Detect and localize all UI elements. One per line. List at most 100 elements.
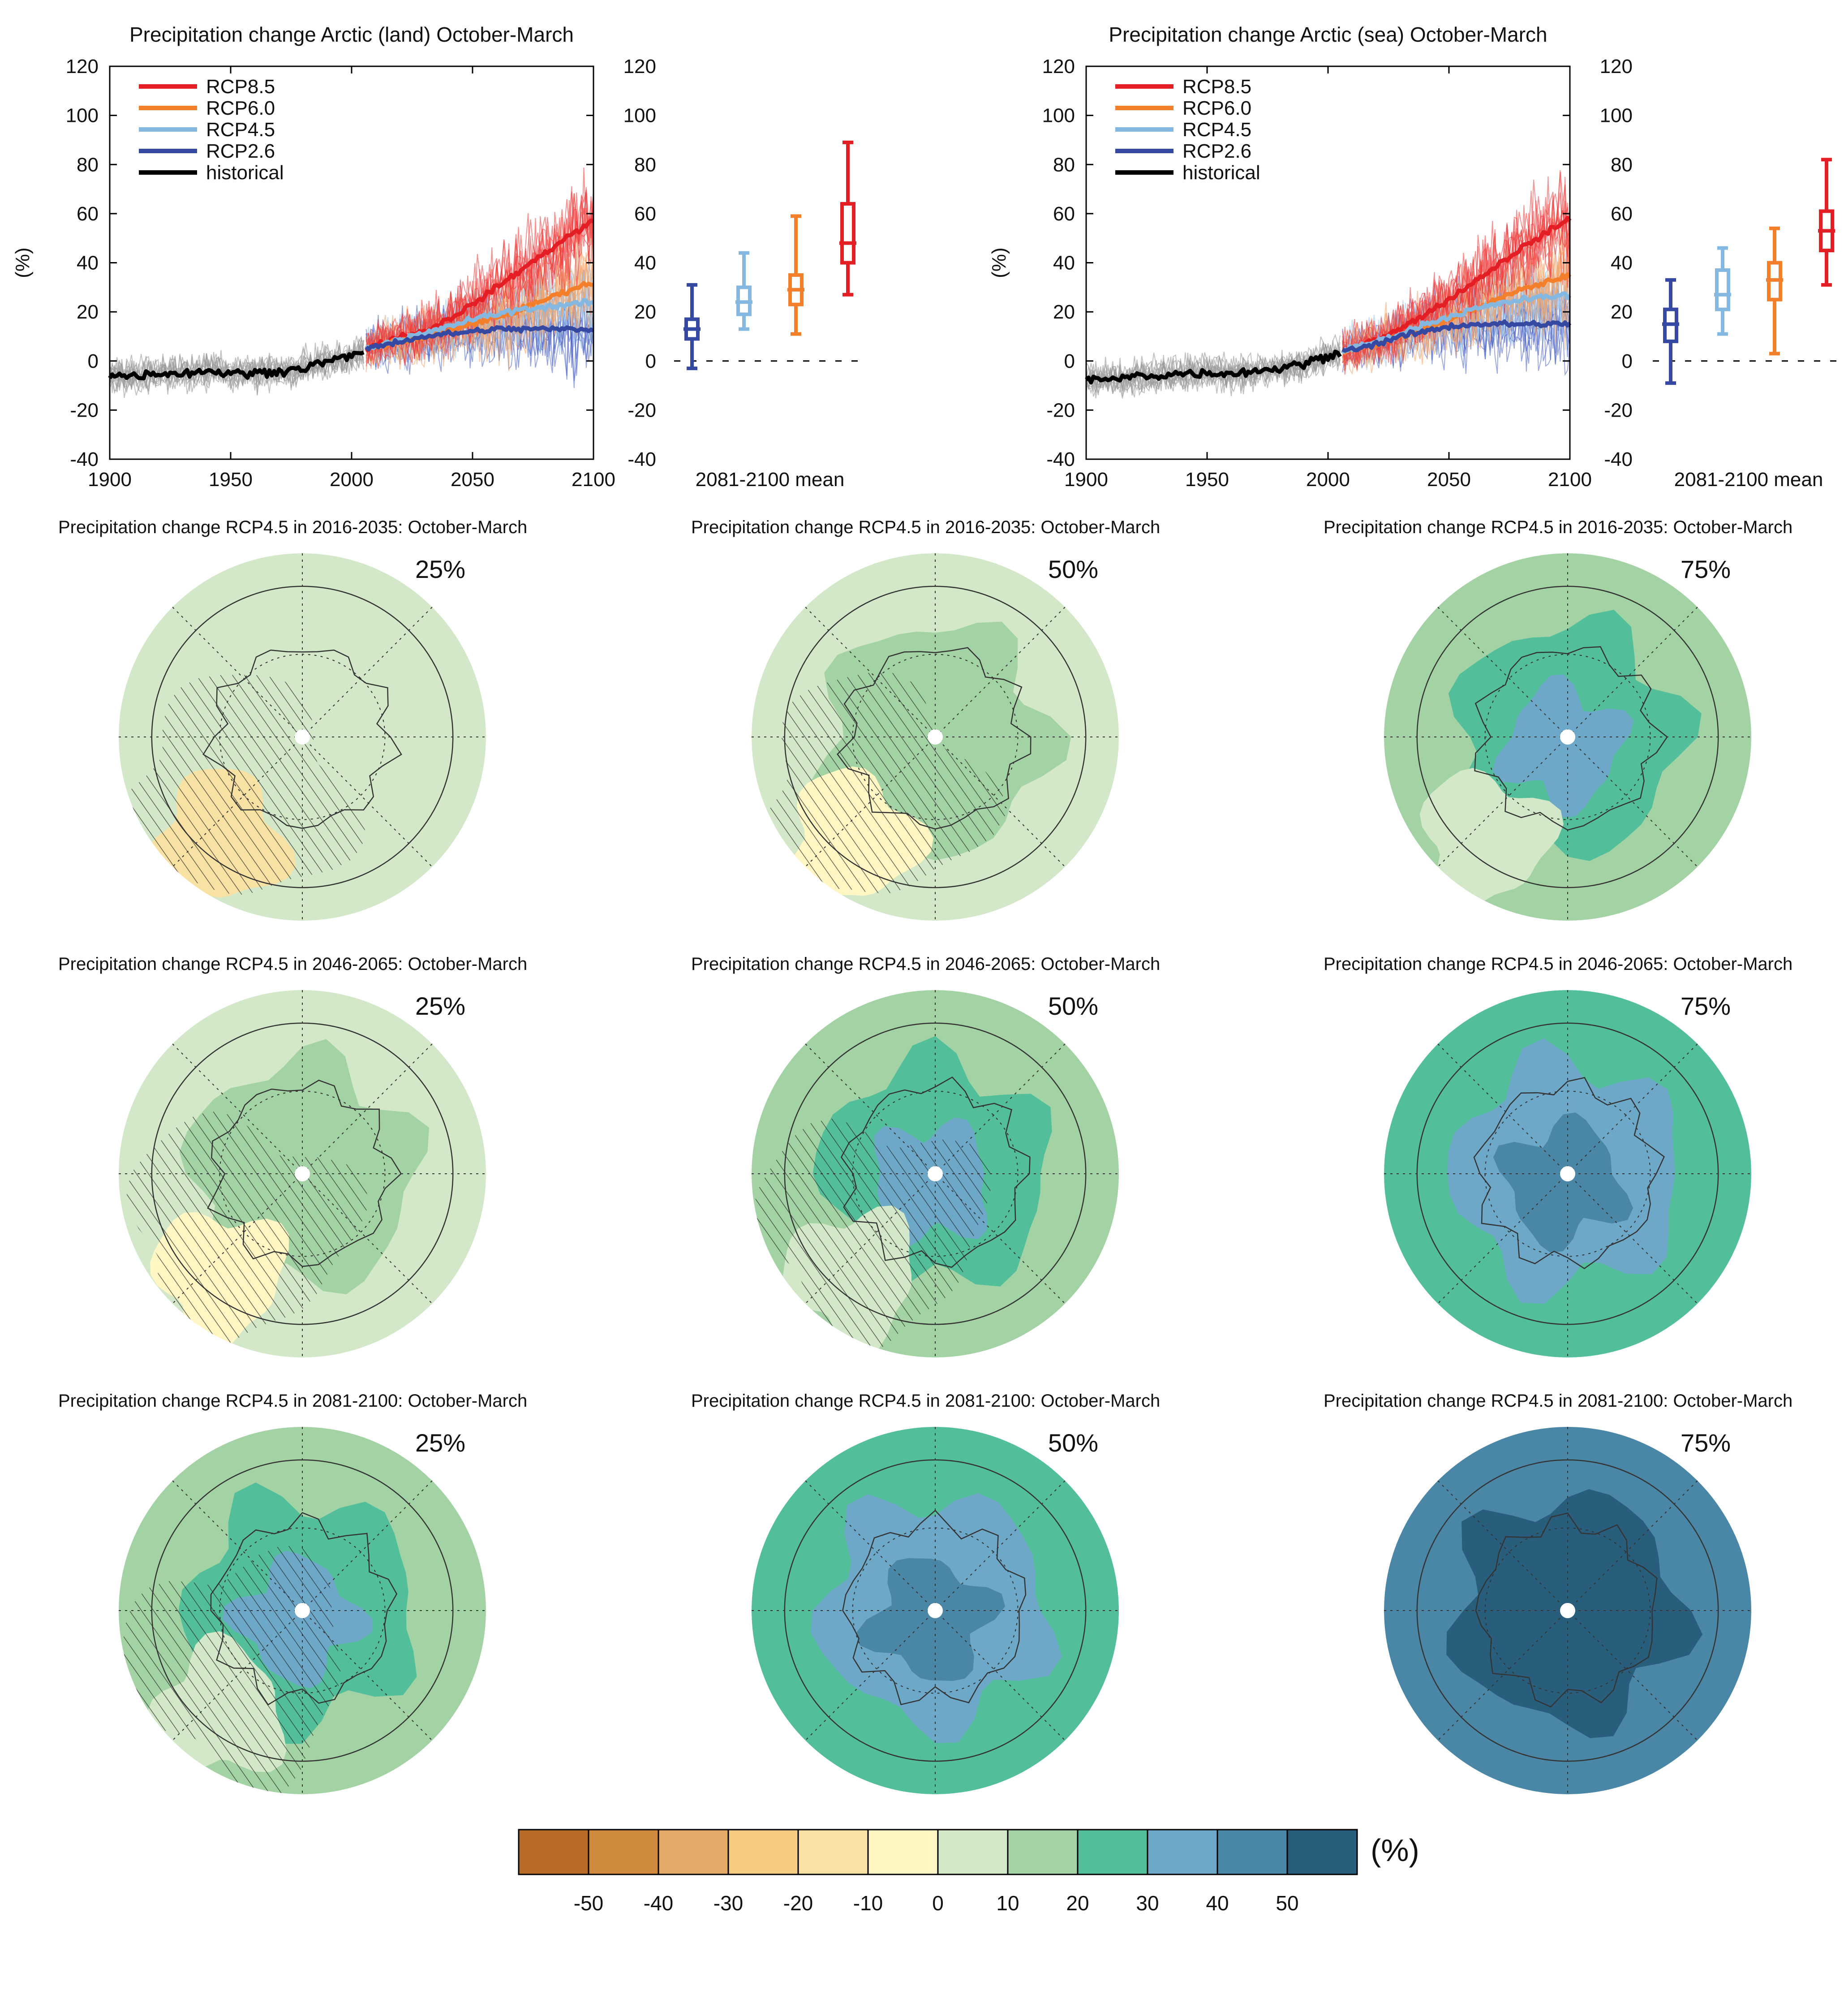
percentile-label: 50% — [1048, 555, 1098, 583]
percentile-label: 25% — [415, 992, 465, 1020]
colorbar-tick-label: -20 — [783, 1891, 813, 1915]
y-tick-label-right: 0 — [645, 350, 656, 372]
rcp45-mean-line — [1341, 291, 1572, 355]
timeseries-panel-2: Precipitation change Arctic (sea) Octobe… — [988, 23, 1844, 491]
colorbar-tick-label: 20 — [1066, 1891, 1089, 1915]
box-rcp85 — [1818, 158, 1835, 287]
y-tick-label-right: 40 — [634, 252, 656, 274]
map-contour-core — [1497, 1559, 1629, 1680]
box-iqr — [1715, 268, 1730, 311]
map-coastline — [210, 1512, 398, 1706]
map-title: Precipitation change RCP4.5 in 2081-2100… — [1324, 1391, 1792, 1411]
y-tick-label-right: 20 — [634, 301, 656, 323]
x-tick-label: 2100 — [1548, 469, 1592, 491]
map-title: Precipitation change RCP4.5 in 2046-2065… — [691, 954, 1160, 974]
map-title: Precipitation change RCP4.5 in 2081-2100… — [691, 1391, 1160, 1411]
colorbar-cell — [797, 1829, 869, 1875]
colorbar-cell — [588, 1829, 659, 1875]
rcp85-member-line — [365, 192, 594, 357]
rcp26-mean-line — [365, 325, 594, 352]
colorbar-tick-label: 40 — [1206, 1891, 1229, 1915]
colorbar-tick-label: 10 — [996, 1891, 1019, 1915]
colorbar-tick-label: -50 — [574, 1891, 603, 1915]
colorbar-cell — [1007, 1829, 1079, 1875]
x-tick-label: 1950 — [1185, 469, 1229, 491]
colorbar-tick-label: 50 — [1276, 1891, 1298, 1915]
map-pole-marker — [1560, 1166, 1575, 1181]
y-tick-label-right: 0 — [1622, 350, 1633, 372]
panel-title: Precipitation change Arctic (land) Octob… — [129, 23, 574, 46]
box-iqr — [840, 202, 855, 265]
y-tick-label-right: 40 — [1611, 252, 1633, 274]
percentile-label: 50% — [1048, 1429, 1098, 1457]
percentile-label: 75% — [1681, 1429, 1731, 1457]
historical-mean-line — [108, 350, 365, 380]
map-contour-core — [856, 1558, 1006, 1681]
y-tick-label-right: 120 — [1600, 56, 1633, 78]
map-title: Precipitation change RCP4.5 in 2016-2035… — [1324, 517, 1792, 537]
map-panel-7: Precipitation change RCP4.5 in 2081-2100… — [58, 1391, 527, 1794]
legend-label: RCP2.6 — [1182, 140, 1251, 162]
y-tick-label: -20 — [70, 399, 99, 421]
map-contour-low — [1419, 768, 1564, 912]
y-tick-label-right: 120 — [623, 56, 656, 78]
y-tick-label: 40 — [77, 252, 99, 274]
y-tick-label: 120 — [1042, 56, 1075, 78]
legend-label: RCP6.0 — [206, 97, 275, 119]
percentile-label: 75% — [1681, 992, 1731, 1020]
box-rcp45 — [1714, 246, 1731, 336]
legend-label: RCP8.5 — [1182, 76, 1251, 98]
x-tick-label: 1950 — [209, 469, 253, 491]
y-tick-label-right: 100 — [623, 105, 656, 127]
colorbar-tick-label: -30 — [714, 1891, 743, 1915]
x-tick-label: 1900 — [88, 469, 132, 491]
ensemble-members — [1086, 170, 1570, 399]
legend-label: RCP6.0 — [1182, 97, 1251, 119]
box-summary-label: 2081-2100 mean — [1674, 469, 1823, 491]
y-tick-label: 40 — [1053, 252, 1075, 274]
legend-label: RCP8.5 — [206, 76, 275, 98]
y-tick-label-right: 80 — [1611, 154, 1633, 176]
map-pole-marker — [295, 1603, 310, 1618]
colorbar: -50 -40 -30 -20 -10 0 10 20 30 40 50 (%) — [518, 1829, 1419, 1915]
map-pole-marker — [295, 1166, 310, 1181]
colorbar-tick-label: -10 — [853, 1891, 883, 1915]
map-hatching — [120, 1545, 341, 1794]
rcp26-mean-line — [1341, 319, 1572, 353]
percentile-label: 25% — [415, 555, 465, 583]
map-coastline — [207, 1079, 402, 1267]
y-tick-label: 80 — [77, 154, 99, 176]
y-tick-label: 60 — [1053, 203, 1075, 225]
map-pole-marker — [928, 729, 943, 745]
map-pole-marker — [1560, 1603, 1575, 1618]
colorbar-cell — [867, 1829, 939, 1875]
timeseries-panel-1: Precipitation change Arctic (land) Octob… — [12, 23, 866, 491]
percentile-label: 75% — [1681, 555, 1731, 583]
y-tick-label-right: 20 — [1611, 301, 1633, 323]
legend-label: RCP2.6 — [206, 140, 275, 162]
map-contour-core — [1492, 674, 1634, 818]
map-panel-6: Precipitation change RCP4.5 in 2046-2065… — [1324, 954, 1792, 1357]
colorbar-tick-label: 0 — [932, 1891, 944, 1915]
box-rcp85 — [839, 140, 856, 297]
x-tick-label: 2050 — [451, 469, 494, 491]
x-tick-label: 2050 — [1427, 469, 1471, 491]
colorbar-cell — [1147, 1829, 1218, 1875]
map-title: Precipitation change RCP4.5 in 2046-2065… — [1324, 954, 1792, 974]
legend-label: historical — [1182, 162, 1260, 184]
map-contour-core — [1493, 1112, 1633, 1253]
legend-label: RCP4.5 — [1182, 119, 1251, 141]
colorbar-tick-label: -40 — [644, 1891, 673, 1915]
timeseries-panels: Precipitation change Arctic (land) Octob… — [12, 23, 1844, 491]
x-tick-label: 2100 — [572, 469, 615, 491]
x-tick-label: 2000 — [330, 469, 374, 491]
y-tick-label: 0 — [1064, 350, 1075, 372]
percentile-label: 50% — [1048, 992, 1098, 1020]
x-tick-label: 2000 — [1306, 469, 1350, 491]
x-tick-label: 1900 — [1064, 469, 1108, 491]
box-rcp60 — [1766, 226, 1783, 356]
y-tick-label: -40 — [70, 448, 99, 470]
colorbar-tick-label: 30 — [1136, 1891, 1159, 1915]
map-title: Precipitation change RCP4.5 in 2046-2065… — [58, 954, 527, 974]
y-tick-label: 100 — [66, 105, 99, 127]
